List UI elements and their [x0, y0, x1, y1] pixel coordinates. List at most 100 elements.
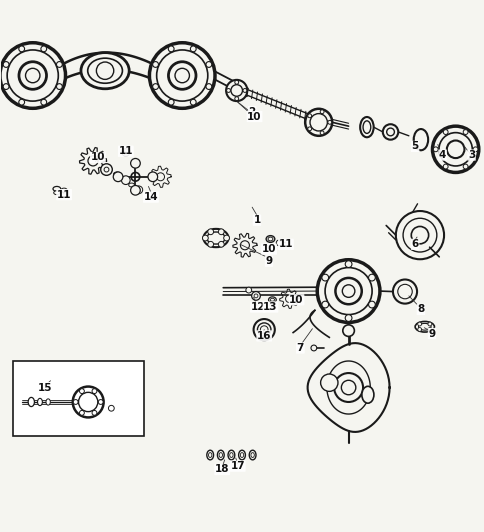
- Circle shape: [317, 260, 379, 322]
- Circle shape: [432, 147, 437, 152]
- Circle shape: [307, 127, 311, 131]
- Circle shape: [392, 279, 416, 304]
- Circle shape: [276, 240, 282, 246]
- Ellipse shape: [206, 450, 213, 460]
- Circle shape: [342, 325, 354, 336]
- Ellipse shape: [28, 397, 34, 406]
- Circle shape: [310, 345, 316, 351]
- Circle shape: [41, 99, 46, 105]
- Circle shape: [56, 84, 62, 89]
- Ellipse shape: [217, 450, 224, 460]
- Circle shape: [113, 172, 122, 181]
- Circle shape: [462, 130, 467, 135]
- Circle shape: [442, 130, 447, 135]
- Text: 13: 13: [263, 302, 277, 312]
- Circle shape: [78, 392, 98, 412]
- Circle shape: [234, 97, 238, 101]
- Circle shape: [253, 319, 274, 340]
- Text: 11: 11: [278, 239, 292, 250]
- Text: 11: 11: [118, 146, 133, 156]
- Circle shape: [245, 287, 251, 293]
- Circle shape: [472, 147, 477, 152]
- Circle shape: [223, 235, 229, 241]
- Circle shape: [327, 120, 331, 124]
- Circle shape: [3, 62, 9, 68]
- Ellipse shape: [268, 297, 276, 303]
- Ellipse shape: [227, 450, 234, 460]
- Ellipse shape: [113, 172, 121, 177]
- Text: 7: 7: [296, 343, 303, 353]
- Circle shape: [190, 46, 196, 52]
- Text: 2: 2: [248, 107, 255, 117]
- Circle shape: [226, 80, 247, 101]
- Circle shape: [73, 387, 104, 418]
- Circle shape: [56, 62, 62, 68]
- Circle shape: [462, 164, 467, 169]
- Circle shape: [417, 328, 421, 331]
- Ellipse shape: [46, 399, 50, 405]
- Circle shape: [442, 164, 447, 169]
- Circle shape: [207, 242, 213, 247]
- Circle shape: [206, 84, 212, 89]
- Circle shape: [19, 46, 25, 52]
- Ellipse shape: [414, 321, 434, 332]
- Text: 9: 9: [265, 256, 272, 266]
- Circle shape: [3, 84, 9, 89]
- Text: 14: 14: [143, 192, 158, 202]
- Text: 12: 12: [250, 302, 265, 312]
- Circle shape: [168, 99, 174, 105]
- Circle shape: [251, 292, 260, 300]
- Circle shape: [131, 172, 139, 181]
- Ellipse shape: [413, 129, 427, 150]
- Text: 3: 3: [467, 150, 474, 160]
- Circle shape: [121, 176, 130, 185]
- Ellipse shape: [54, 191, 60, 195]
- Circle shape: [0, 43, 65, 109]
- Circle shape: [226, 88, 230, 93]
- Text: 8: 8: [416, 304, 424, 314]
- Text: 15: 15: [37, 383, 52, 393]
- Text: 4: 4: [438, 150, 445, 160]
- Circle shape: [345, 314, 351, 321]
- Circle shape: [79, 389, 84, 394]
- Text: 6: 6: [410, 239, 418, 250]
- Circle shape: [234, 80, 238, 84]
- Circle shape: [130, 159, 140, 168]
- Text: 17: 17: [230, 461, 244, 471]
- Text: 16: 16: [257, 331, 271, 341]
- Circle shape: [152, 62, 158, 68]
- Circle shape: [257, 323, 271, 336]
- Text: 9: 9: [427, 329, 435, 338]
- Circle shape: [427, 328, 431, 331]
- Circle shape: [319, 110, 323, 114]
- Circle shape: [382, 124, 397, 140]
- Circle shape: [149, 43, 214, 109]
- Ellipse shape: [266, 236, 274, 243]
- Text: 10: 10: [91, 153, 105, 162]
- Text: 1: 1: [253, 215, 260, 225]
- Circle shape: [41, 46, 46, 52]
- Circle shape: [92, 410, 97, 415]
- Circle shape: [417, 322, 421, 326]
- Circle shape: [148, 172, 157, 181]
- Circle shape: [242, 88, 246, 93]
- Ellipse shape: [360, 117, 373, 137]
- Circle shape: [218, 229, 224, 235]
- Circle shape: [79, 410, 84, 415]
- Ellipse shape: [238, 450, 245, 460]
- Circle shape: [395, 211, 443, 259]
- Circle shape: [73, 400, 78, 404]
- Circle shape: [135, 186, 142, 194]
- Circle shape: [320, 374, 337, 392]
- Text: 11: 11: [57, 189, 71, 200]
- Text: 10: 10: [261, 244, 276, 254]
- Circle shape: [207, 229, 213, 235]
- Circle shape: [304, 109, 332, 136]
- Circle shape: [345, 261, 351, 268]
- Circle shape: [432, 126, 478, 172]
- Circle shape: [130, 186, 140, 195]
- Ellipse shape: [37, 398, 42, 405]
- Ellipse shape: [81, 53, 129, 89]
- Circle shape: [321, 274, 328, 281]
- Ellipse shape: [53, 186, 60, 192]
